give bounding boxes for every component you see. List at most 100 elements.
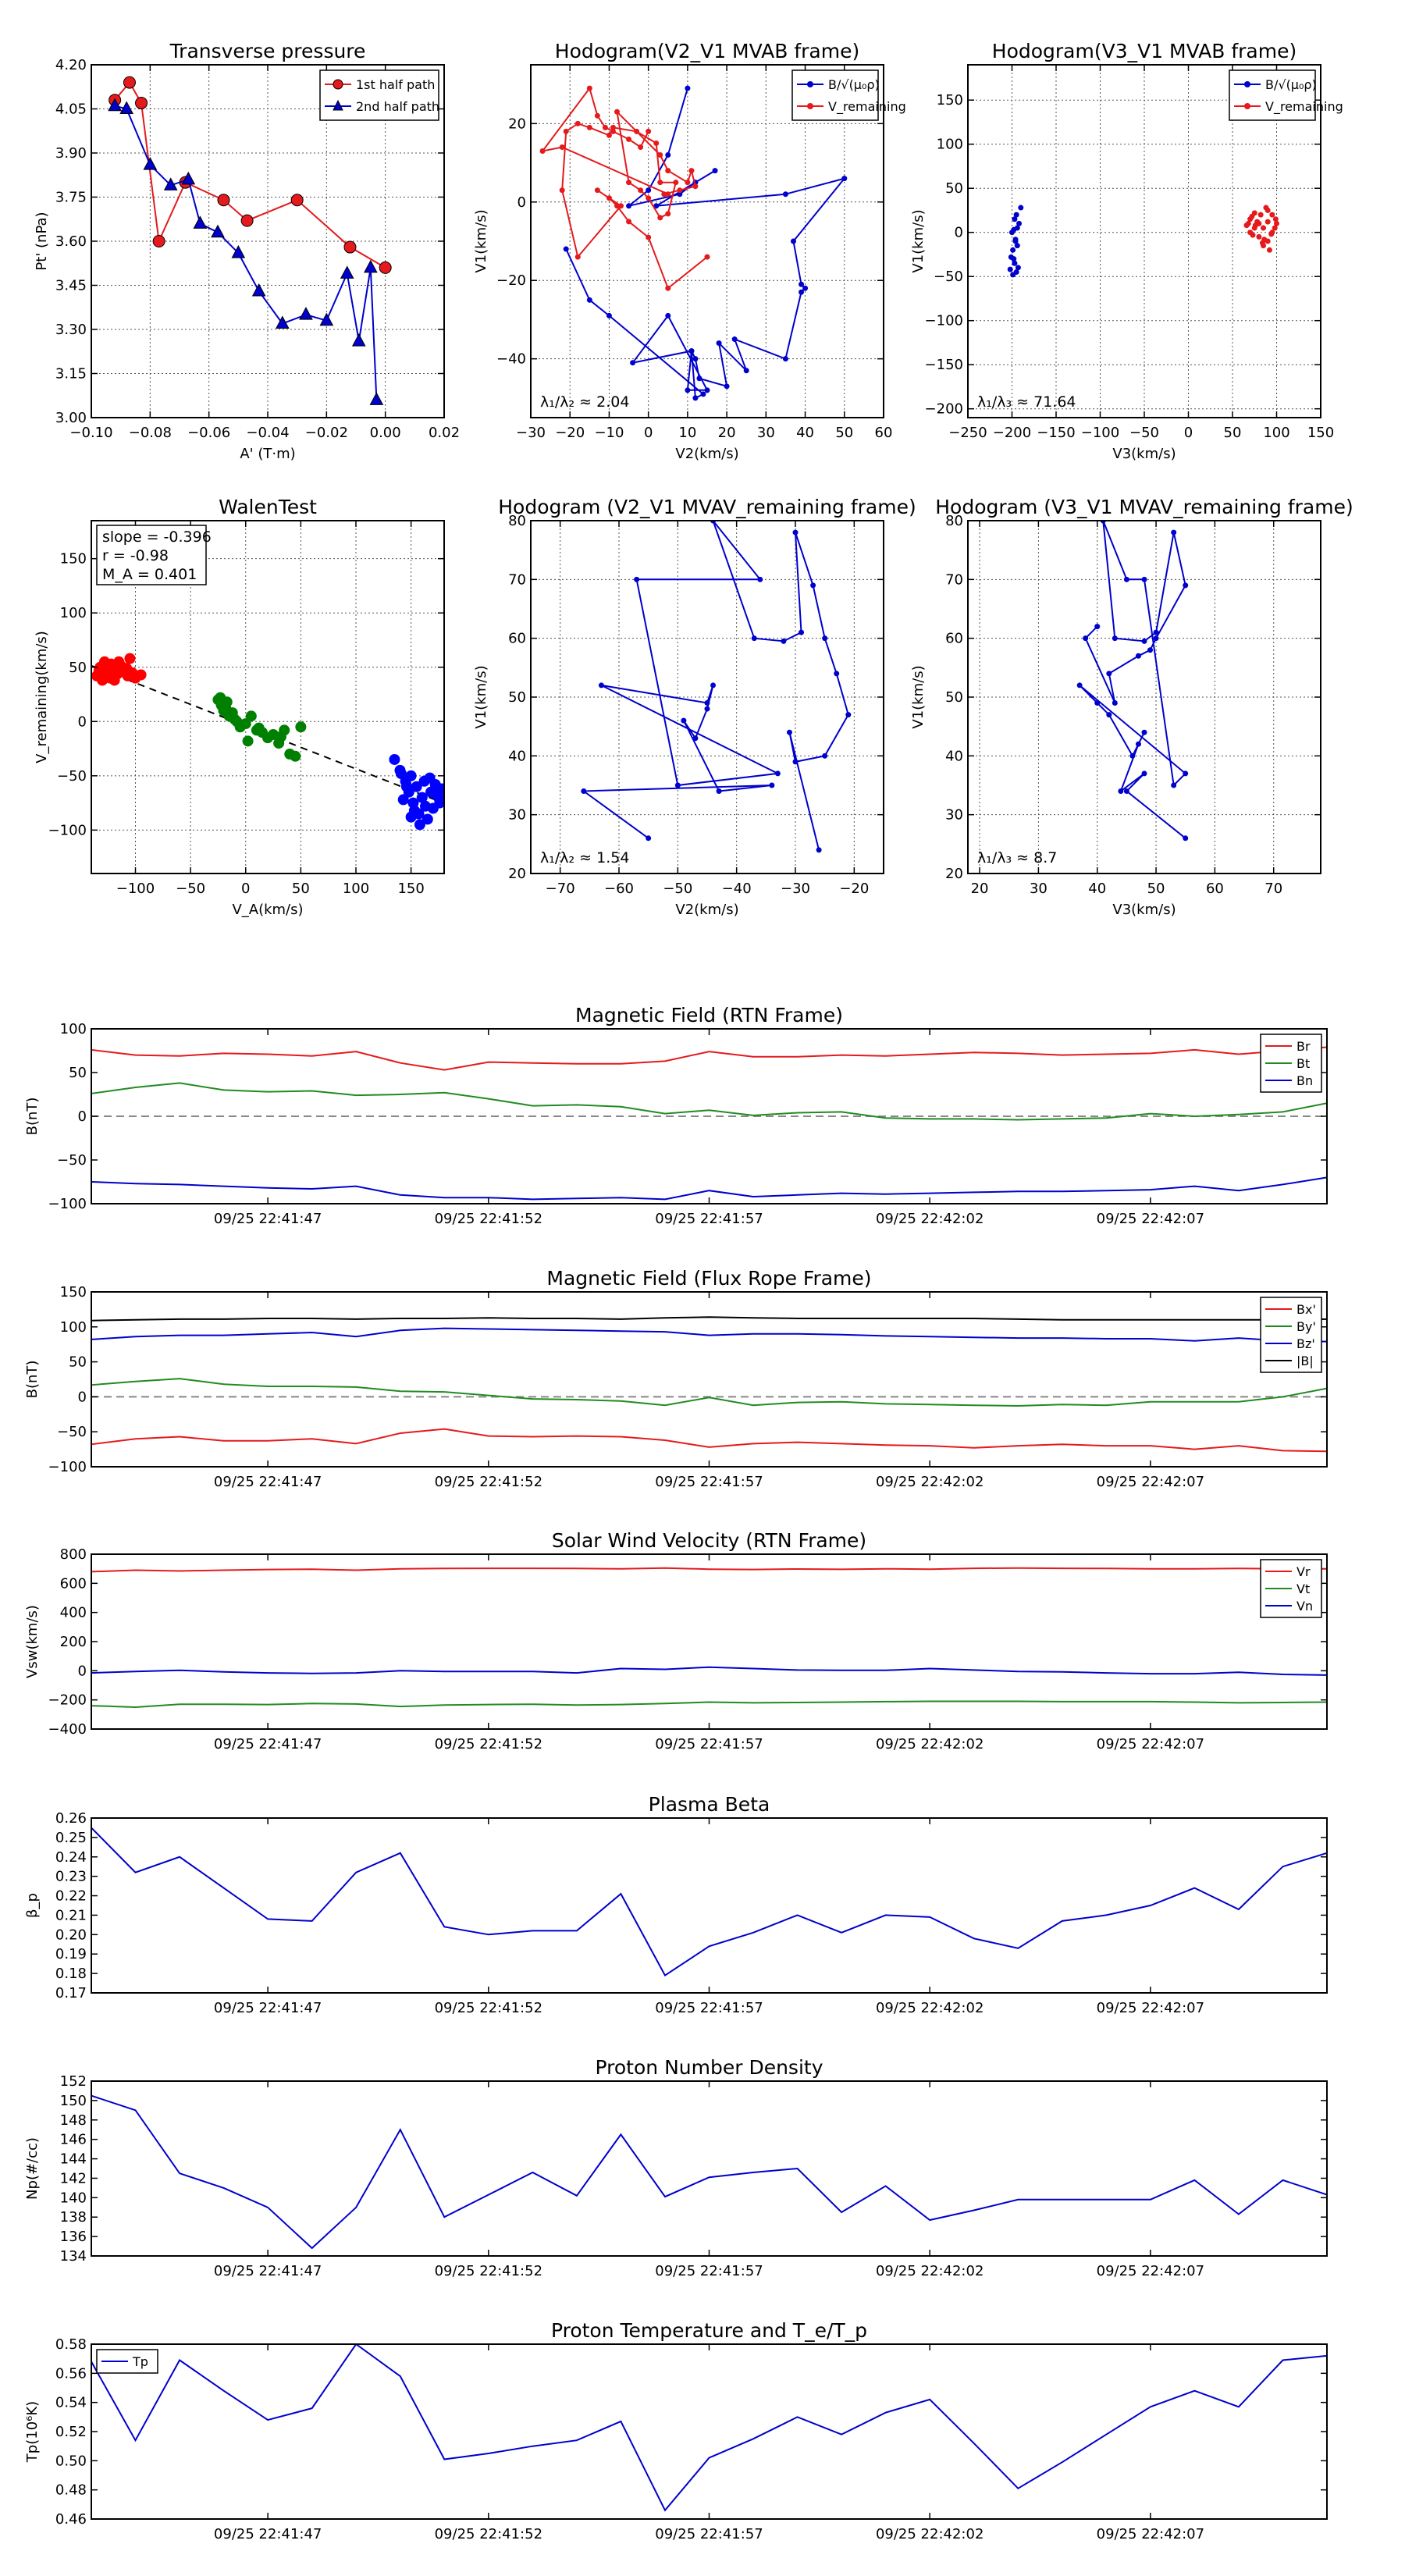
data-point (400, 781, 412, 792)
x-tick-label: 09/25 22:41:52 (435, 1736, 542, 1752)
x-tick-label: 09/25 22:41:52 (435, 1211, 542, 1227)
data-point (614, 109, 620, 115)
data-point (677, 191, 683, 197)
x-tick-label: −20 (839, 881, 869, 897)
eigen-ratio: λ₁/λ₂ ≈ 2.04 (540, 393, 629, 411)
data-point (685, 180, 691, 186)
data-point (1272, 216, 1279, 222)
x-tick-label: −60 (604, 881, 634, 897)
series-bn-line (91, 1176, 1327, 1201)
data-point (1261, 225, 1267, 231)
x-tick-label: 09/25 22:42:07 (1097, 2000, 1204, 2016)
y-tick-label: 100 (937, 137, 963, 153)
y-tick-label: 400 (60, 1605, 87, 1621)
data-point (211, 224, 225, 238)
series--b--line (91, 1316, 1327, 1322)
data-point (369, 392, 384, 405)
data-point (1094, 700, 1101, 706)
data-point (653, 203, 660, 209)
data-point (1183, 835, 1189, 841)
data-point (1183, 582, 1189, 589)
x-tick-label: −150 (1037, 425, 1075, 441)
y-tick-label: 50 (69, 1065, 87, 1081)
data-point (1014, 225, 1020, 231)
x-tick-label: −100 (116, 881, 155, 897)
y-tick-label: −50 (57, 768, 87, 785)
x-axis-label: V2(km/s) (675, 446, 738, 462)
x-tick-label: −0.02 (305, 425, 348, 441)
data-point (1106, 671, 1112, 677)
y-tick-label: 0 (78, 1663, 87, 1679)
legend-label: By' (1297, 1319, 1316, 1334)
eigen-ratio: λ₁/λ₂ ≈ 1.54 (540, 849, 629, 866)
series-vr-line (91, 1567, 1327, 1573)
x-tick-label: −0.08 (129, 425, 172, 441)
data-point (782, 191, 788, 197)
y-tick-label: 0.19 (55, 1946, 87, 1962)
data-point (295, 721, 307, 733)
x-tick-label: 09/25 22:41:47 (214, 2000, 322, 2016)
series-b--line (565, 87, 847, 400)
data-point (108, 98, 122, 112)
series-2nd-half-path-line (114, 105, 378, 400)
data-point (1250, 232, 1256, 238)
data-point (1106, 712, 1112, 718)
legend: Bx' By' Bz' |B| (1260, 1297, 1322, 1373)
x-tick-label: 30 (1030, 881, 1048, 897)
data-point (1274, 220, 1279, 226)
chart-title: Transverse pressure (169, 40, 366, 62)
data-point (1012, 216, 1018, 222)
y-tick-label: 0.23 (55, 1869, 87, 1885)
data-point (657, 180, 663, 186)
x-tick-label: −100 (1081, 425, 1119, 441)
data-point (97, 674, 108, 686)
legend-label: Bt (1297, 1056, 1310, 1071)
legend-label: Bz' (1297, 1336, 1315, 1351)
data-point (618, 203, 624, 209)
legend-label: Bx' (1297, 1302, 1316, 1317)
plot-area (1076, 521, 1189, 841)
y-tick-label: 0 (78, 1389, 87, 1405)
y-tick-label: 138 (60, 2209, 87, 2226)
data-point (290, 750, 301, 762)
data-point (1013, 212, 1019, 218)
data-point (657, 215, 663, 221)
legend-label: Vr (1297, 1564, 1311, 1579)
x-tick-label: 09/25 22:42:02 (876, 1211, 984, 1227)
x-tick-label: 09/25 22:41:57 (655, 2263, 763, 2279)
x-tick-label: 50 (1147, 881, 1165, 897)
data-point (1171, 529, 1177, 535)
x-tick-label: 0.00 (370, 425, 401, 441)
data-point (594, 187, 600, 194)
legend: Br Bt Bn (1260, 1034, 1322, 1093)
data-point (634, 576, 640, 582)
data-point (757, 576, 763, 582)
y-tick-label: 150 (60, 1284, 87, 1300)
data-point (816, 847, 822, 853)
data-point (563, 246, 569, 252)
series-hodogram-line (1079, 521, 1187, 839)
y-tick-label: 0.26 (55, 1810, 87, 1827)
data-point (1014, 243, 1020, 249)
data-point (429, 788, 440, 799)
data-point (135, 96, 148, 109)
legend-label: V_remaining (1265, 99, 1343, 115)
y-axis-label: V1(km/s) (473, 209, 489, 272)
x-tick-label: 09/25 22:42:02 (876, 1736, 984, 1752)
series-br-line (91, 1046, 1327, 1071)
legend-marker (1244, 81, 1250, 87)
x-tick-label: 09/25 22:41:57 (655, 1474, 763, 1490)
legend-marker (333, 79, 343, 90)
x-tick-label: 50 (835, 425, 853, 441)
y-tick-label: 3.90 (55, 145, 87, 162)
y-tick-label: 150 (937, 92, 963, 109)
data-point (1141, 729, 1147, 735)
series-by--line (91, 1378, 1327, 1407)
legend-label: |B| (1297, 1354, 1314, 1368)
stat-slope: slope = -0.396 (102, 528, 212, 546)
x-tick-label: 09/25 22:41:52 (435, 2263, 542, 2279)
chart-vsw: Solar Wind Velocity (RTN Frame) 09/25 22:… (24, 1529, 1328, 1752)
y-tick-label: 3.75 (55, 190, 87, 206)
data-point (610, 128, 616, 134)
x-tick-label: 40 (1088, 881, 1106, 897)
